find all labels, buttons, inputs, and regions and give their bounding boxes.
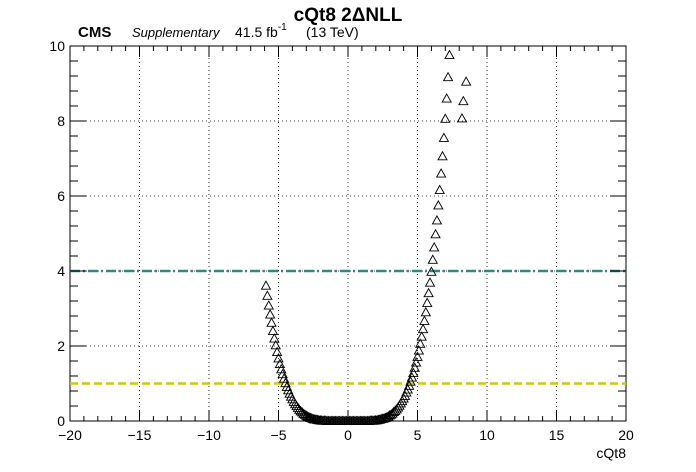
data-point (434, 184, 446, 195)
energy-label: (13 TeV) (306, 24, 359, 40)
y-tick-label: 8 (57, 113, 65, 129)
x-tick-label: −15 (128, 427, 152, 443)
experiment-label: CMS (78, 24, 111, 41)
data-point (262, 290, 273, 300)
data-point (426, 266, 437, 276)
data-point (413, 345, 425, 355)
luminosity-value: 41.5 fb (235, 24, 278, 40)
data-point (441, 93, 452, 103)
y-tick-label: 10 (49, 38, 65, 54)
y-tick-label: 2 (57, 338, 65, 354)
x-tick-label: −5 (271, 427, 287, 443)
chart-title: cQt8 2ΔNLL (294, 5, 403, 26)
y-tick-label: 6 (57, 188, 65, 204)
axis-ticks (69, 45, 627, 422)
data-point (433, 199, 444, 210)
data-point (423, 287, 434, 298)
x-tick-labels: −20 −15 −10 −5 0 5 10 15 20 (58, 427, 634, 443)
data-point (270, 339, 281, 350)
x-tick-label: 10 (479, 427, 495, 443)
data-point (415, 338, 426, 348)
luminosity-exponent: -1 (278, 22, 287, 33)
reference-lines (70, 269, 626, 385)
data-point (438, 132, 450, 142)
data-point (444, 49, 455, 60)
data-point (427, 254, 439, 264)
data-point (301, 410, 312, 420)
data-point (435, 168, 447, 178)
data-points (260, 49, 472, 426)
data-point (458, 95, 469, 106)
data-point (269, 333, 280, 343)
data-point (267, 325, 279, 336)
grid (70, 46, 626, 421)
data-point (442, 71, 454, 82)
data-point (416, 331, 427, 341)
x-tick-label: 5 (414, 427, 422, 443)
data-point (280, 377, 291, 388)
data-point (419, 315, 430, 325)
data-point (266, 317, 277, 327)
data-point (421, 297, 433, 307)
data-point (264, 309, 276, 319)
data-point (303, 411, 315, 422)
data-point (412, 351, 423, 361)
data-point (302, 411, 313, 421)
data-point (428, 241, 440, 252)
data-point (409, 362, 420, 372)
data-point (440, 113, 451, 123)
data-point (430, 228, 441, 239)
luminosity-label: 41.5 fb-1 (235, 22, 287, 40)
x-tick-label: 15 (549, 427, 565, 443)
data-point (278, 373, 290, 383)
data-point (408, 367, 419, 378)
x-tick-label: 20 (618, 427, 634, 443)
data-point (424, 277, 436, 287)
data-point (389, 405, 401, 415)
data-point (299, 409, 311, 419)
data-point (420, 306, 432, 317)
data-point (260, 280, 272, 290)
x-tick-label: −10 (197, 427, 221, 443)
x-axis-label: cQt8 (596, 445, 626, 461)
y-tick-label: 0 (57, 413, 65, 429)
y-tick-labels: 0 2 4 6 8 10 (49, 38, 65, 429)
y-tick-label: 4 (57, 263, 65, 279)
data-point (298, 408, 309, 418)
data-point (460, 76, 472, 86)
supplementary-label: Supplementary (132, 25, 221, 40)
data-point (277, 368, 288, 379)
data-point (437, 150, 448, 161)
data-point (456, 112, 468, 123)
data-point (417, 323, 429, 334)
data-point (410, 357, 422, 367)
data-point (263, 300, 275, 310)
x-tick-label: 0 (344, 427, 352, 443)
data-point (431, 214, 443, 225)
x-tick-label: −20 (58, 427, 82, 443)
